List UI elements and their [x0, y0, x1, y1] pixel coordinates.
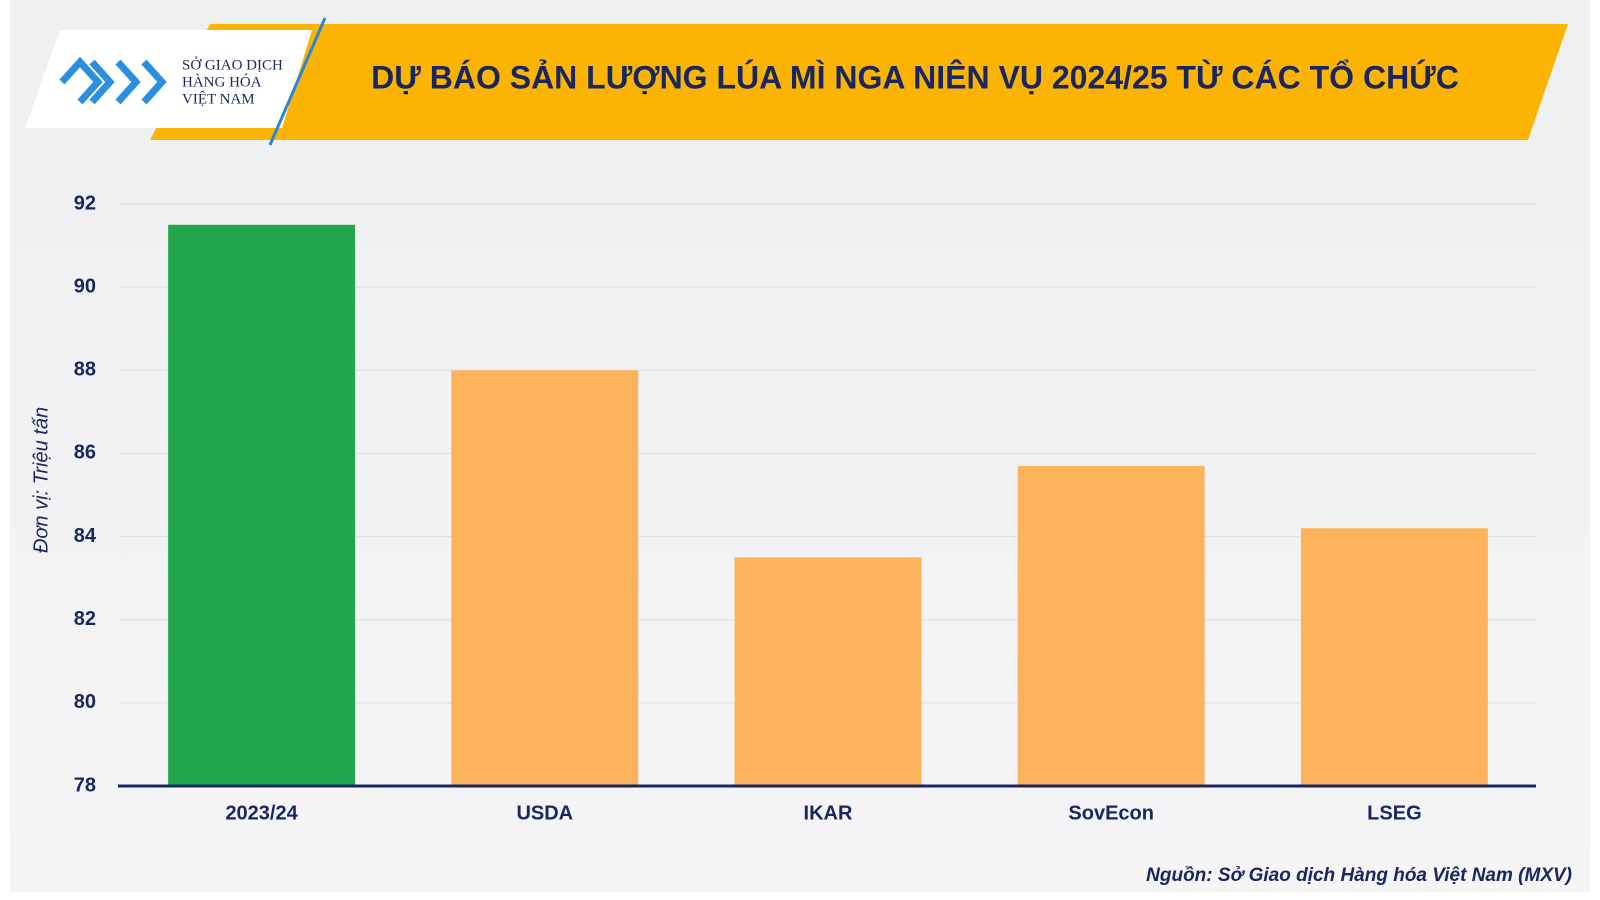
- bar: [168, 224, 356, 787]
- logo-box: [25, 30, 312, 128]
- y-tick-label: 88: [74, 359, 96, 381]
- bar: [451, 370, 639, 786]
- bar: [1017, 465, 1205, 786]
- x-tick-label: LSEG: [1367, 802, 1421, 824]
- y-tick-label: 92: [74, 192, 96, 214]
- x-tick-label: IKAR: [804, 802, 853, 824]
- y-tick-label: 90: [74, 275, 96, 297]
- logo-text: HÀNG HÓA: [182, 73, 262, 90]
- source-note: Nguồn: Sở Giao dịch Hàng hóa Việt Nam (M…: [1146, 865, 1572, 886]
- x-tick-label: 2023/24: [225, 802, 298, 824]
- logo-stripe: [268, 17, 327, 146]
- y-tick-label: 86: [74, 442, 96, 464]
- bar: [1300, 528, 1488, 786]
- logo-icon: [59, 56, 167, 105]
- chart-title: DỰ BÁO SẢN LƯỢNG LÚA MÌ NGA NIÊN VỤ 2024…: [371, 59, 1459, 95]
- y-tick-label: 80: [74, 691, 96, 713]
- x-tick-label: USDA: [516, 802, 573, 824]
- bar: [734, 557, 922, 786]
- title-banner: [150, 24, 1568, 140]
- y-tick-label: 78: [74, 774, 96, 796]
- y-axis-label: Đơn vị: Triệu tấn: [30, 407, 52, 553]
- y-tick-label: 84: [74, 525, 97, 547]
- logo-text: VIỆT NAM: [182, 90, 255, 107]
- x-tick-label: SovEcon: [1068, 802, 1154, 824]
- logo-text: SỞ GIAO DỊCH: [182, 56, 283, 73]
- y-tick-label: 82: [74, 608, 96, 630]
